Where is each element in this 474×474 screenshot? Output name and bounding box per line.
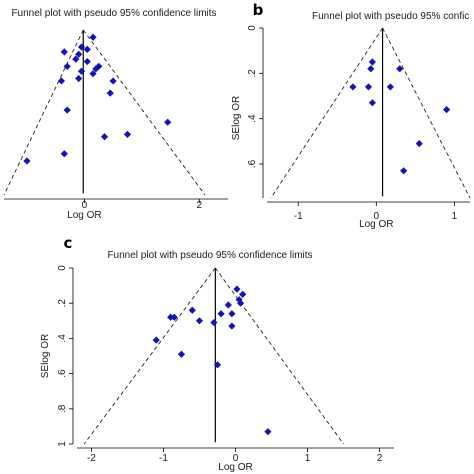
y-tick-label: .8 <box>57 404 68 413</box>
data-point <box>415 140 423 148</box>
data-point <box>368 58 377 66</box>
x-tick-label: 0 <box>374 211 380 222</box>
data-point <box>396 65 404 73</box>
y-tick-label: .4 <box>247 114 258 123</box>
y-tick-label: .6 <box>247 159 258 168</box>
data-point <box>349 83 357 91</box>
data-point <box>386 83 394 91</box>
data-point <box>236 299 245 307</box>
x-tick-label: 1 <box>305 453 311 464</box>
data-point <box>83 57 91 66</box>
panel-label: c <box>64 234 73 252</box>
data-point <box>60 48 68 56</box>
funnel-left-limit <box>270 27 383 199</box>
x-tick-label: 2 <box>377 453 383 464</box>
x-tick-label: 0 <box>233 453 239 464</box>
data-point <box>72 55 80 63</box>
data-point <box>167 313 175 321</box>
data-point <box>123 130 132 138</box>
data-point <box>164 118 172 126</box>
x-axis-label: Log OR <box>218 462 252 473</box>
y-tick-label: .4 <box>57 334 68 343</box>
data-point <box>77 43 86 51</box>
data-point <box>264 428 272 436</box>
x-axis-label: Log OR <box>359 219 393 230</box>
data-point <box>224 301 232 309</box>
data-point <box>217 310 225 318</box>
chart-title: Funnel plot with pseudo 95% confidence l… <box>11 8 216 19</box>
data-point <box>63 62 71 70</box>
y-tick-label: .6 <box>57 369 68 378</box>
y-tick-label: 0 <box>57 265 68 271</box>
chart-panel-3: -2 -1 0 1 2 0 .2 .4 .6 .8 1 SElog OR Log OR Funnel pl… <box>40 234 394 473</box>
data-point <box>89 33 97 41</box>
funnel-left-limit <box>83 267 216 445</box>
funnel-right-limit <box>82 29 206 196</box>
x-tick-label: -2 <box>87 453 96 464</box>
plot-area <box>83 267 344 445</box>
y-tick-label: .2 <box>57 299 68 308</box>
data-point <box>92 65 100 73</box>
y-tick-label: 1 <box>57 441 68 447</box>
data-point <box>83 45 91 54</box>
x-tick-label: 1 <box>452 211 458 222</box>
data-point <box>106 89 114 97</box>
x-tick-label: 2 <box>197 200 203 211</box>
chart-title: Funnel plot with pseudo 95% confidence l… <box>107 250 312 261</box>
funnel-left-limit <box>3 29 84 196</box>
data-point <box>177 350 186 358</box>
panel-label: b <box>253 1 264 19</box>
x-tick-label: 0 <box>82 200 88 211</box>
data-point <box>75 74 83 83</box>
data-point <box>228 322 236 330</box>
x-axis-label: Log OR <box>67 210 101 221</box>
y-tick-label: .2 <box>247 69 258 78</box>
data-point <box>442 106 451 114</box>
data-point <box>239 290 247 298</box>
chart-title: Funnel plot with pseudo 95% confic <box>312 11 469 22</box>
data-point <box>364 83 373 91</box>
x-tick-label: -1 <box>159 453 168 464</box>
chart-panel-1: 0 2 Log OR Funnel plot with pseudo 95% conf… <box>3 8 228 221</box>
data-point <box>188 306 196 314</box>
data-point <box>170 313 178 321</box>
data-point <box>400 167 408 175</box>
data-point <box>213 361 222 369</box>
data-point <box>233 285 241 293</box>
y-axis-label: SElog OR <box>40 334 51 378</box>
data-point <box>195 317 204 325</box>
y-tick-label: 0 <box>247 25 258 31</box>
data-point <box>63 106 71 114</box>
data-point <box>109 77 117 85</box>
data-point <box>367 65 375 73</box>
plot-area <box>270 27 471 199</box>
y-axis-label: SElog OR <box>231 96 242 140</box>
chart-panel-2: -1 0 1 0 .2 .4 .6 SElog OR Log OR Funnel plot wit… <box>231 1 471 230</box>
data-point <box>60 150 68 158</box>
data-point <box>210 318 218 327</box>
data-point <box>368 99 377 107</box>
funnel-right-limit <box>214 267 344 445</box>
data-point <box>228 310 236 318</box>
data-point <box>100 133 109 141</box>
x-tick-label: -1 <box>294 211 303 222</box>
data-point <box>152 336 160 344</box>
data-point <box>77 67 86 75</box>
data-point <box>89 70 97 78</box>
funnel-right-limit <box>382 27 471 199</box>
plot-area <box>3 29 206 196</box>
data-point <box>57 77 66 85</box>
data-point <box>75 50 83 58</box>
data-point <box>23 157 31 165</box>
